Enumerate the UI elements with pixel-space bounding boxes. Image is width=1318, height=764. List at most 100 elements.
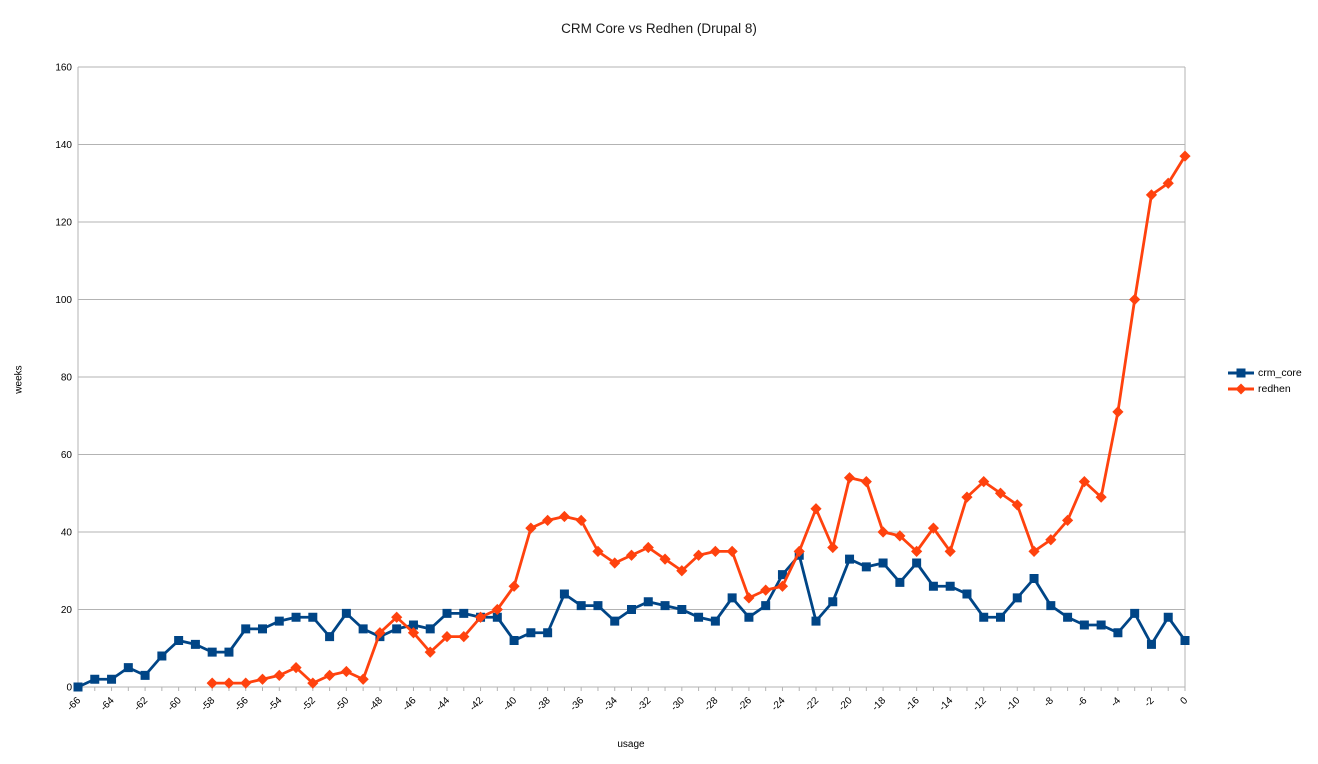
data-point-redhen-x-14 xyxy=(944,545,956,557)
data-point-redhen-x-17 xyxy=(894,530,906,542)
y-tick-label-80: 80 xyxy=(61,373,73,384)
data-point-redhen-x-1 xyxy=(1162,177,1174,189)
x-tick-label--34: -34 xyxy=(602,695,620,713)
data-point-crm_core-x-35 xyxy=(593,601,603,611)
data-point-crm_core-x-30 xyxy=(677,605,687,614)
data-point-redhen-x-41 xyxy=(491,603,503,616)
data-point-redhen-x-8 xyxy=(1045,534,1057,546)
data-point-redhen-x-44 xyxy=(441,631,453,643)
data-point-redhen-x-2 xyxy=(1145,189,1158,201)
data-point-crm_core-x-57 xyxy=(224,647,234,657)
data-point-redhen-x-19 xyxy=(860,476,872,488)
y-tick-label-60: 60 xyxy=(61,450,73,461)
y-tick-label-40: 40 xyxy=(61,528,73,539)
data-point-crm_core-x-46 xyxy=(408,620,418,630)
data-point-crm_core-x-39 xyxy=(526,628,536,638)
data-point-crm_core-x-53 xyxy=(291,612,301,622)
data-point-crm_core-x-54 xyxy=(274,616,284,626)
data-point-redhen-x-36 xyxy=(575,514,587,526)
data-point-redhen-x-45 xyxy=(424,646,436,658)
x-tick-label--22: -22 xyxy=(803,695,821,713)
x-axis-title: usage xyxy=(617,739,645,750)
x-tick-label-0: 0 xyxy=(1178,695,1190,707)
data-point-crm_core-x-21 xyxy=(828,597,838,607)
y-tick-label-160: 160 xyxy=(55,63,72,74)
legend-item-redhen: redhen xyxy=(1227,382,1302,395)
data-point-redhen-x-48 xyxy=(374,627,386,639)
x-tick-label--28: -28 xyxy=(702,695,720,713)
x-tick-label--62: -62 xyxy=(132,695,150,713)
x-tick-label--52: -52 xyxy=(300,695,318,713)
data-point-redhen-x-11 xyxy=(994,487,1007,499)
series-redhen-line xyxy=(210,154,1187,685)
data-point-crm_core-x-49 xyxy=(358,624,368,634)
data-point-redhen-x-57 xyxy=(223,677,235,689)
data-point-redhen-x-22 xyxy=(810,503,822,515)
data-point-crm_core-x-27 xyxy=(727,593,737,603)
data-point-redhen-x-30 xyxy=(676,565,688,577)
x-tick-label--2: -2 xyxy=(1143,695,1157,709)
x-tick-label--20: -20 xyxy=(837,695,855,713)
data-point-crm_core-x-50 xyxy=(341,608,351,618)
x-tick-label--8: -8 xyxy=(1042,695,1056,709)
data-point-redhen-x-3 xyxy=(1129,293,1141,306)
data-point-crm_core-x-40 xyxy=(509,636,519,645)
data-point-crm_core-x-29 xyxy=(694,612,704,622)
data-point-redhen-x-46 xyxy=(407,627,420,639)
data-point-crm_core-x-65 xyxy=(90,674,100,684)
data-point-redhen-x-4 xyxy=(1112,406,1124,418)
x-tick-label--16: -16 xyxy=(904,695,922,713)
data-point-crm_core-x-38 xyxy=(543,628,553,638)
chart-title: CRM Core vs Redhen (Drupal 8) xyxy=(561,21,757,36)
y-tick-label-0: 0 xyxy=(66,683,72,694)
data-point-crm_core-x-31 xyxy=(660,601,670,611)
legend-item-crm-core: crm_core xyxy=(1227,366,1302,379)
data-point-crm_core-x-52 xyxy=(308,612,318,622)
data-point-redhen-x-32 xyxy=(642,541,654,554)
data-point-crm_core-x-7 xyxy=(1063,612,1073,622)
data-point-crm_core-x-16 xyxy=(912,558,922,568)
data-point-crm_core-x-20 xyxy=(845,554,855,564)
data-point-redhen-x-7 xyxy=(1061,514,1074,526)
x-tick-label--60: -60 xyxy=(166,695,184,713)
legend: crm_core redhen xyxy=(1227,366,1302,395)
data-point-crm_core-x-10 xyxy=(1012,593,1022,603)
data-point-crm_core-x-3 xyxy=(1130,608,1140,618)
data-point-crm_core-x-5 xyxy=(1096,620,1106,630)
data-point-redhen-x-47 xyxy=(391,611,403,623)
data-point-redhen-x-9 xyxy=(1028,545,1040,557)
x-tick-label--50: -50 xyxy=(333,695,351,713)
data-point-crm_core-x-4 xyxy=(1113,628,1123,638)
data-point-redhen-x-6 xyxy=(1078,476,1090,488)
data-point-redhen-x-12 xyxy=(978,476,990,488)
data-point-crm_core-x-9 xyxy=(1029,574,1039,583)
data-point-redhen-x-53 xyxy=(290,662,302,674)
data-point-crm_core-x-36 xyxy=(576,601,586,611)
data-point-redhen-x-26 xyxy=(743,592,755,604)
data-point-crm_core-x-37 xyxy=(559,589,569,599)
data-point-crm_core-x-45 xyxy=(425,624,435,634)
data-point-redhen-x-58 xyxy=(206,677,218,689)
data-point-redhen-x-25 xyxy=(760,584,772,596)
crm-core-legend-marker-icon xyxy=(1228,368,1254,377)
data-point-crm_core-x-55 xyxy=(258,624,267,634)
y-tick-label-100: 100 xyxy=(55,295,72,306)
data-point-redhen-x-31 xyxy=(659,553,671,565)
data-point-redhen-x0 xyxy=(1179,150,1191,162)
data-point-redhen-x-37 xyxy=(558,510,571,523)
data-point-redhen-x-20 xyxy=(843,472,856,484)
x-tick-label--30: -30 xyxy=(669,695,687,713)
x-tick-label--54: -54 xyxy=(266,695,284,713)
x-tick-label--4: -4 xyxy=(1109,695,1123,709)
y-tick-label-140: 140 xyxy=(55,140,72,151)
x-tick-label--48: -48 xyxy=(367,695,385,713)
data-point-redhen-x-24 xyxy=(776,580,789,592)
data-point-crm_core-x-62 xyxy=(140,670,150,680)
data-point-redhen-x-27 xyxy=(726,545,738,557)
data-point-crm_core-x-17 xyxy=(895,577,905,587)
data-point-redhen-x-33 xyxy=(625,549,638,561)
data-point-crm_core-x-18 xyxy=(878,558,888,568)
data-point-crm_core-x-25 xyxy=(761,601,771,611)
data-point-redhen-x-15 xyxy=(927,522,940,534)
data-point-redhen-x-23 xyxy=(793,545,805,557)
